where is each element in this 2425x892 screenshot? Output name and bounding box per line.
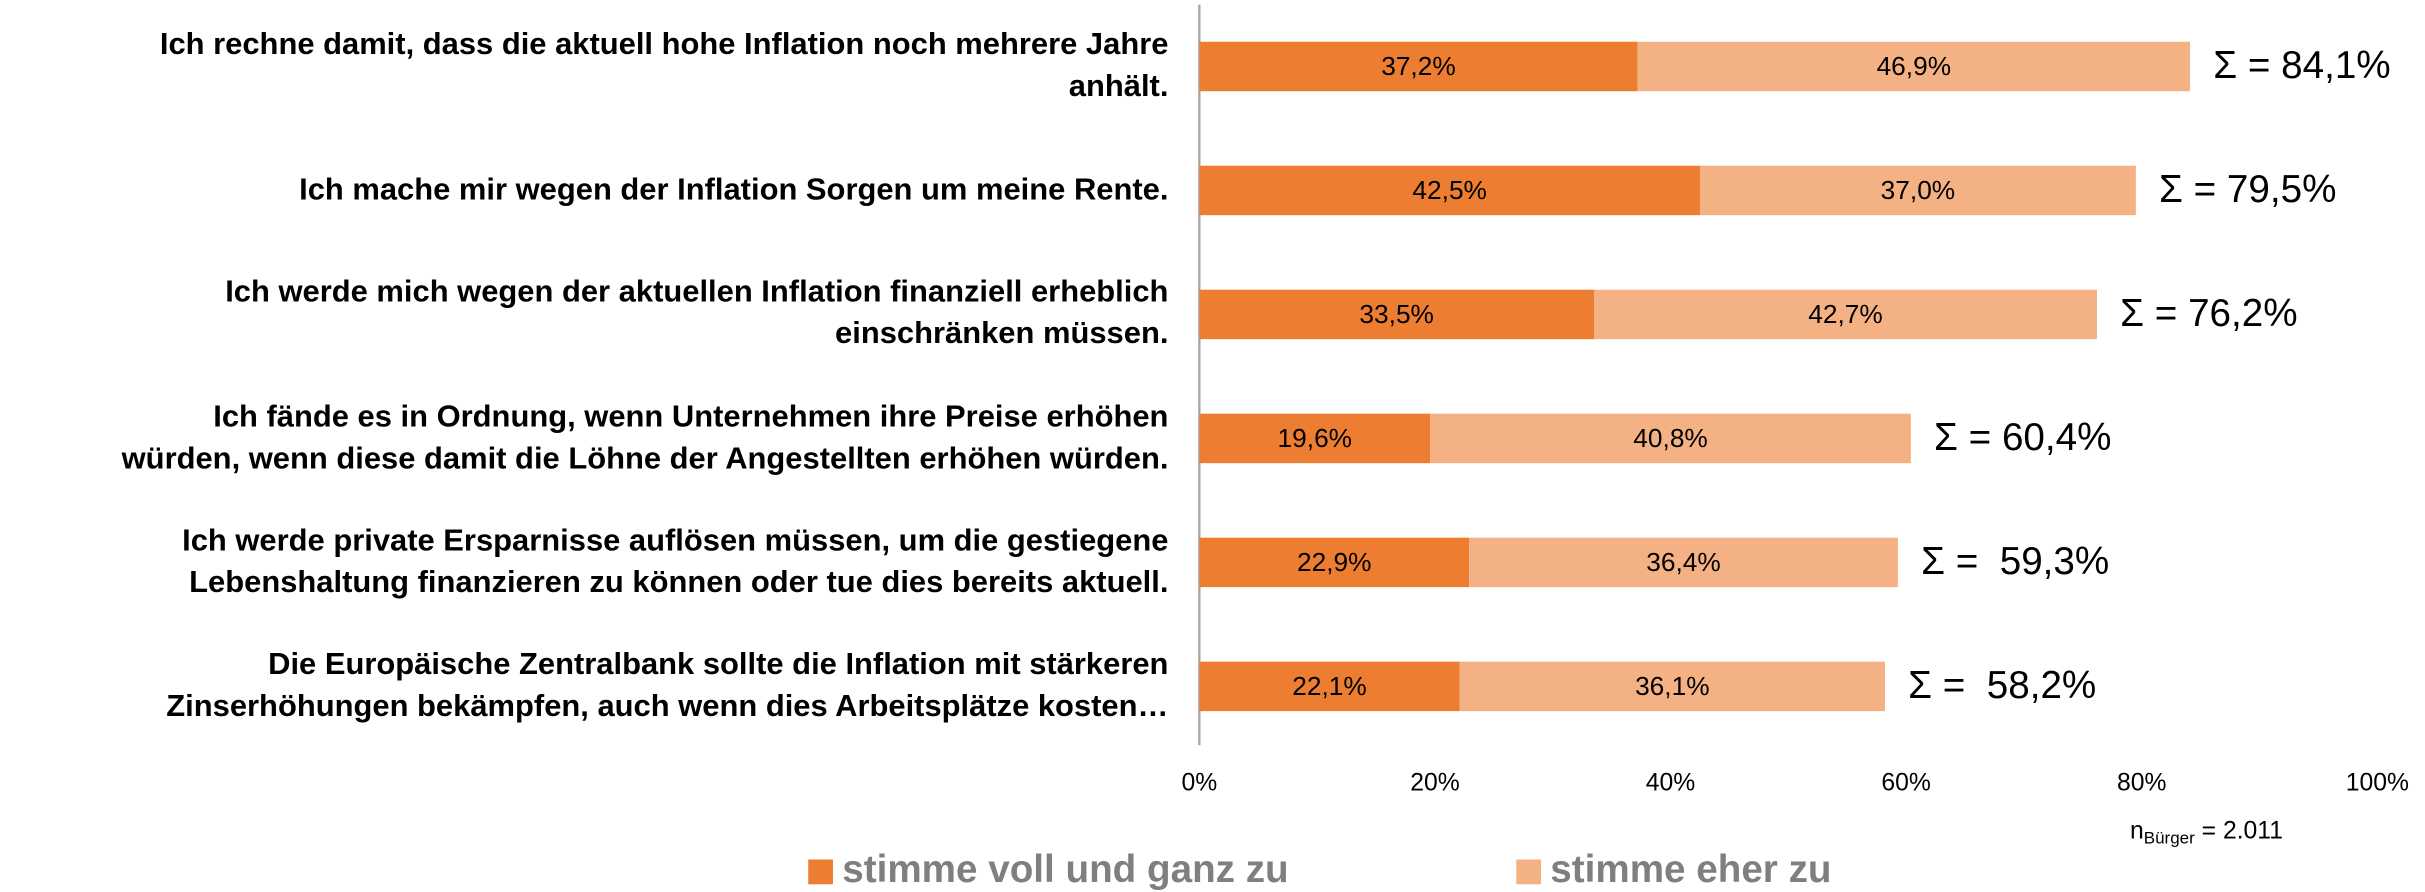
category-label: Ich werde private Ersparnisse auflösen m…	[182, 523, 1169, 600]
data-label: 19,6%	[1278, 423, 1352, 453]
category-label-box: Ich mache mir wegen der Inflation Sorgen…	[299, 172, 1169, 207]
sum-label: Σ = 84,1%	[2213, 44, 2390, 87]
data-label: 22,9%	[1297, 547, 1371, 577]
sum-label: Σ = 60,4%	[1934, 416, 2111, 459]
legend-label: stimme eher zu	[1550, 848, 1831, 891]
bar-segment	[1199, 165, 1701, 216]
data-label: 37,0%	[1881, 175, 1955, 205]
data-label: 42,7%	[1808, 299, 1882, 329]
x-tick-label: 100%	[2346, 769, 2409, 796]
bar-segment	[1199, 413, 1431, 464]
x-tick-label: 60%	[1881, 769, 1930, 796]
data-label: 42,5%	[1412, 175, 1486, 205]
note-sub: Bürger	[2144, 829, 2195, 848]
data-label: 40,8%	[1633, 423, 1707, 453]
data-label: 46,9%	[1877, 51, 1951, 81]
data-label: 22,1%	[1292, 671, 1366, 701]
sum-label: Σ = 76,2%	[2120, 292, 2297, 335]
x-tick-label: 80%	[2117, 769, 2166, 796]
category-label: Die Europäische Zentralbank sollte die I…	[166, 647, 1169, 724]
category-label-box: Ich werde private Ersparnisse auflösen m…	[182, 523, 1169, 600]
legend-swatch	[1516, 859, 1542, 885]
bar-segment	[1199, 537, 1470, 588]
bar-segment	[1199, 289, 1594, 340]
bar-segment	[1430, 413, 1911, 464]
sum-label: Σ = 79,5%	[2159, 168, 2336, 211]
bar-segment	[1459, 661, 1885, 712]
sum-label: Σ = 58,2%	[1908, 664, 2096, 707]
sum-label: Σ = 59,3%	[1921, 540, 2109, 583]
data-label: 36,1%	[1635, 671, 1709, 701]
legend-swatch	[808, 859, 833, 885]
category-label: Ich fände es in Ordnung, wenn Unternehme…	[121, 399, 1169, 476]
category-label-box: Ich fände es in Ordnung, wenn Unternehme…	[121, 399, 1169, 476]
data-label: 36,4%	[1646, 547, 1720, 577]
note-main: n	[2130, 817, 2144, 844]
category-label-box: Ich rechne damit, dass die aktuell hohe …	[159, 27, 1169, 104]
category-label-box: Ich werde mich wegen der aktuellen Infla…	[225, 275, 1169, 352]
x-tick-label: 0%	[1181, 769, 1217, 796]
category-label: Ich mache mir wegen der Inflation Sorgen…	[299, 172, 1169, 207]
bar-segment	[1469, 537, 1898, 588]
sample-note: nBürger = 2.011	[2130, 817, 2283, 848]
data-label: 33,5%	[1359, 299, 1433, 329]
legend-label: stimme voll und ganz zu	[842, 848, 1288, 891]
bar-segment	[1199, 41, 1638, 92]
category-label: Ich werde mich wegen der aktuellen Infla…	[225, 275, 1169, 352]
bar-segment	[1199, 661, 1460, 712]
bar-segment	[1593, 289, 2097, 340]
data-label: 37,2%	[1381, 51, 1455, 81]
category-label: Ich rechne damit, dass die aktuell hohe …	[159, 27, 1169, 104]
note-rest: = 2.011	[2195, 817, 2283, 844]
bar-segment	[1700, 165, 2136, 216]
x-tick-label: 40%	[1646, 769, 1695, 796]
bar-segment	[1637, 41, 2191, 92]
x-tick-label: 20%	[1410, 769, 1459, 796]
category-label-box: Die Europäische Zentralbank sollte die I…	[166, 647, 1169, 724]
